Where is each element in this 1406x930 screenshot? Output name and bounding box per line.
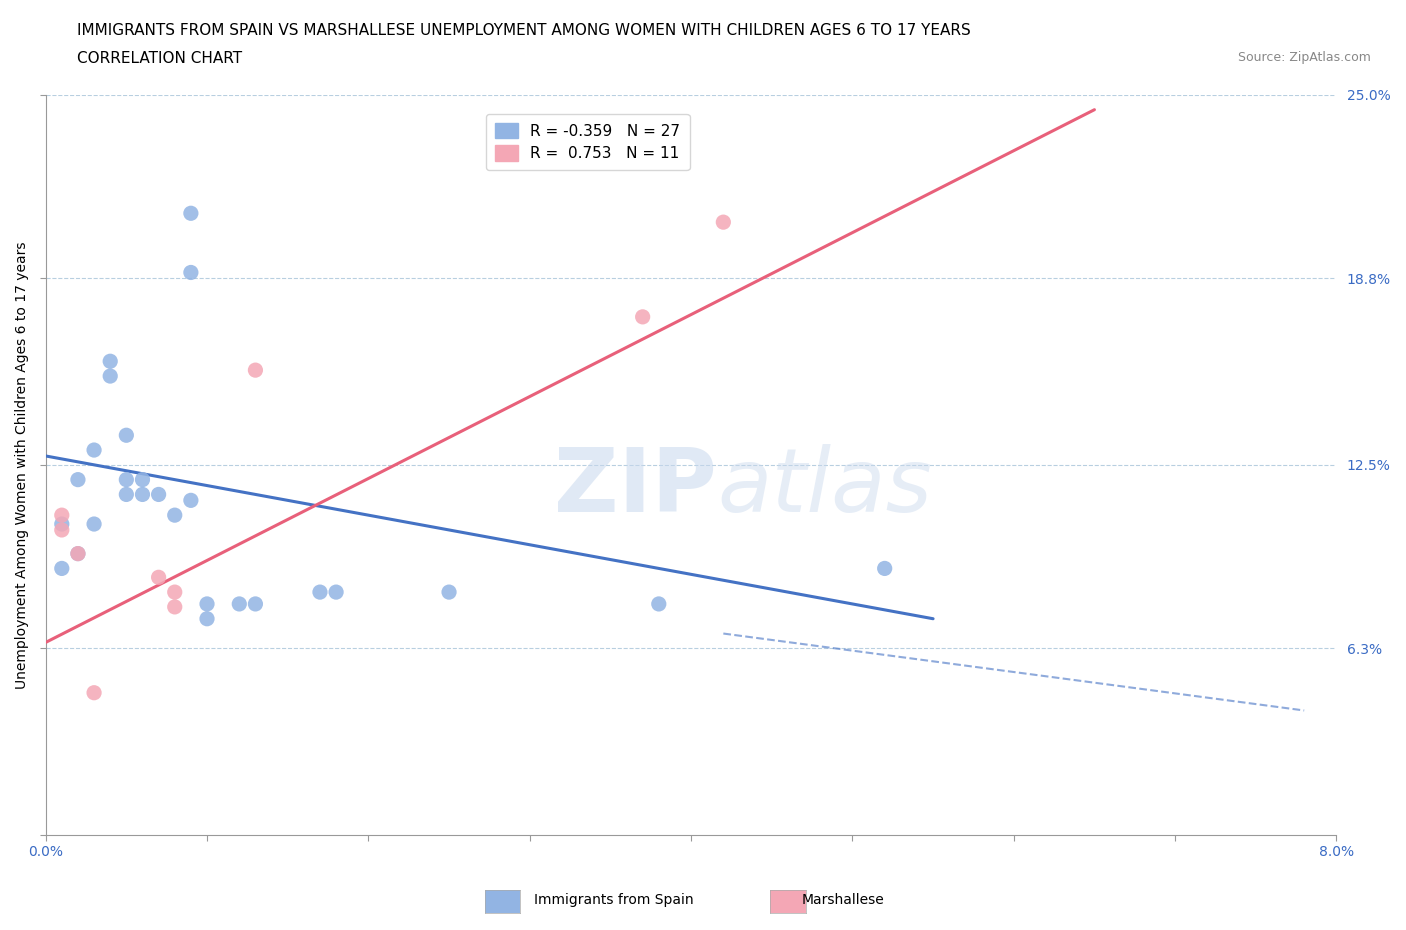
Point xyxy=(180,206,202,220)
Point xyxy=(309,585,332,600)
Text: Source: ZipAtlas.com: Source: ZipAtlas.com xyxy=(1237,51,1371,64)
Point xyxy=(163,508,186,523)
Point xyxy=(115,487,138,502)
Y-axis label: Unemployment Among Women with Children Ages 6 to 17 years: Unemployment Among Women with Children A… xyxy=(15,241,30,688)
Point xyxy=(245,363,267,378)
Point xyxy=(180,265,202,280)
Point xyxy=(648,596,671,611)
Text: ZIP: ZIP xyxy=(554,444,717,530)
Point xyxy=(51,516,73,531)
Point xyxy=(83,443,105,458)
Text: Immigrants from Spain: Immigrants from Spain xyxy=(534,893,695,907)
Point xyxy=(325,585,347,600)
Text: Marshallese: Marshallese xyxy=(801,893,884,907)
Point xyxy=(131,487,153,502)
Point xyxy=(180,493,202,508)
Point xyxy=(83,516,105,531)
Point xyxy=(98,368,121,383)
Point xyxy=(163,585,186,600)
Point xyxy=(115,472,138,487)
Point xyxy=(98,353,121,368)
Point xyxy=(195,596,218,611)
Point xyxy=(631,310,654,325)
Point xyxy=(115,428,138,443)
Point xyxy=(245,596,267,611)
Point xyxy=(83,685,105,700)
Point xyxy=(51,523,73,538)
Point xyxy=(873,561,896,576)
Text: atlas: atlas xyxy=(717,444,932,530)
Point xyxy=(66,472,89,487)
Legend: R = -0.359   N = 27, R =  0.753   N = 11: R = -0.359 N = 27, R = 0.753 N = 11 xyxy=(486,113,689,170)
Point xyxy=(148,487,170,502)
Point xyxy=(711,215,734,230)
Point xyxy=(228,596,250,611)
Text: IMMIGRANTS FROM SPAIN VS MARSHALLESE UNEMPLOYMENT AMONG WOMEN WITH CHILDREN AGES: IMMIGRANTS FROM SPAIN VS MARSHALLESE UNE… xyxy=(77,23,972,38)
Point xyxy=(66,546,89,561)
Point xyxy=(873,73,896,87)
Point xyxy=(51,561,73,576)
Point xyxy=(131,472,153,487)
Point xyxy=(51,508,73,523)
Point xyxy=(195,611,218,626)
Point xyxy=(437,585,460,600)
Point xyxy=(66,546,89,561)
Point xyxy=(148,570,170,585)
Point xyxy=(163,600,186,615)
Text: CORRELATION CHART: CORRELATION CHART xyxy=(77,51,242,66)
